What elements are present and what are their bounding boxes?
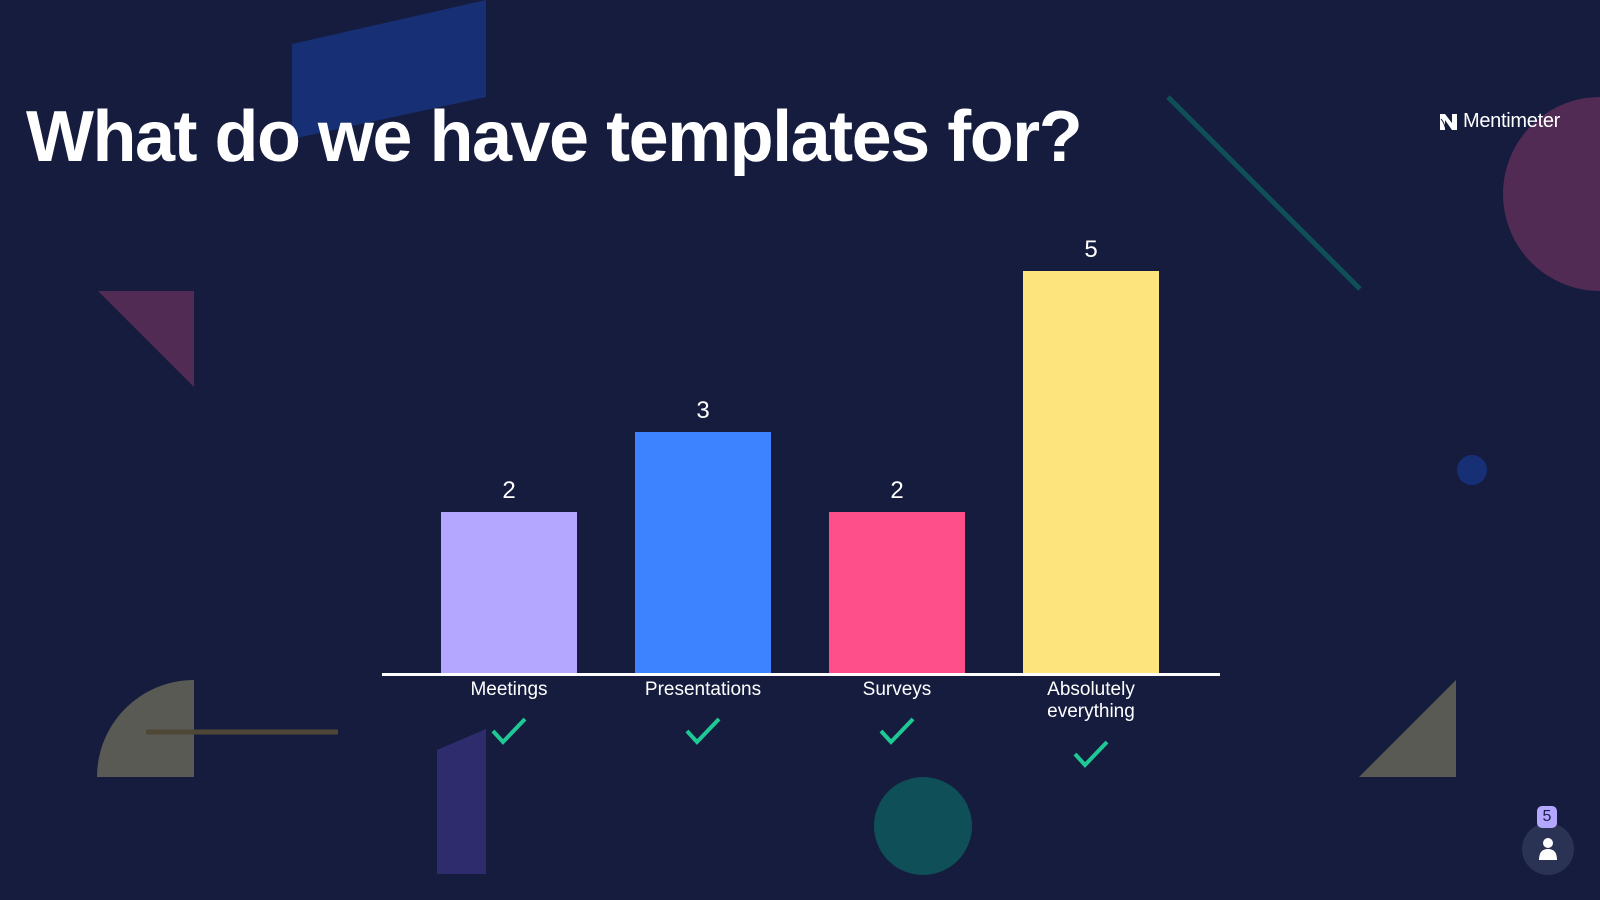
mentimeter-logo: Mentimeter [1440,110,1560,133]
bar-value: 2 [502,477,516,504]
decor-olive-quarter-circle [97,680,194,777]
decor-teal-circle [874,777,972,875]
bar-label: Presentations [613,679,793,701]
checkmark-icon [685,717,721,745]
logo-text: Mentimeter [1463,110,1561,132]
bar-label: Surveys [807,679,987,701]
bar-value: 5 [1084,236,1098,263]
bar-label-text: everything [1047,701,1135,722]
decor-olive-triangle [1359,680,1456,777]
bar-absolutely-everything [1023,271,1159,673]
bar-label: Meetings [419,679,599,701]
decor-teal-line [1166,95,1362,291]
decor-purple-parallelogram [437,729,486,874]
bar-label: Absolutely everything [1001,679,1181,723]
bar-presentations [635,432,771,673]
bar-label-text: Surveys [862,679,932,700]
chart-baseline [382,673,1220,676]
decor-magenta-triangle [98,291,194,387]
bar-label-text: Absolutely [1047,679,1135,700]
checkmark-icon [1073,740,1109,768]
bar-value: 3 [696,397,710,424]
bar-label-text: Presentations [644,679,762,700]
decor-blue-dot [1457,455,1487,485]
checkmark-icon [879,717,915,745]
participants-button[interactable] [1522,823,1574,875]
bar-label-text: Meetings [470,679,548,700]
slide-title: What do we have templates for? [26,97,1083,177]
bar-value: 2 [890,477,904,504]
bar-meetings [441,512,577,673]
person-icon [1539,838,1557,860]
decor-blue-parallelogram [292,0,486,139]
participants-count-badge: 5 [1537,806,1557,828]
mentimeter-logo-icon [1440,113,1457,130]
bar-surveys [829,512,965,673]
decor-magenta-circle [1503,97,1600,291]
checkmark-icon [491,717,527,745]
